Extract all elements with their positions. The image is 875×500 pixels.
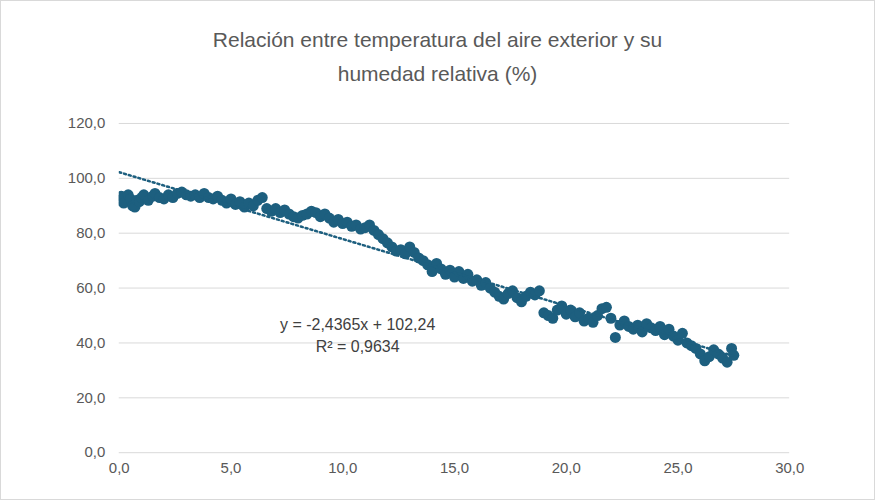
svg-text:10,0: 10,0 [328,459,357,476]
svg-text:5,0: 5,0 [221,459,242,476]
svg-text:0,0: 0,0 [109,459,130,476]
svg-text:100,0: 100,0 [68,169,105,186]
svg-text:80,0: 80,0 [76,224,105,241]
svg-text:0,0: 0,0 [84,443,105,460]
svg-text:60,0: 60,0 [76,279,105,296]
svg-text:40,0: 40,0 [76,334,105,351]
svg-text:20,0: 20,0 [76,389,105,406]
svg-text:20,0: 20,0 [552,459,581,476]
svg-text:y = -2,4365x + 102,24R² = 0,96: y = -2,4365x + 102,24R² = 0,9634 [280,316,435,355]
html-text:Relación entre temperatura del: Relación entre temperatura del aire exte… [212,28,663,85]
svg-text:15,0: 15,0 [440,459,469,476]
svg-text:25,0: 25,0 [663,459,692,476]
svg-text:30,0: 30,0 [775,459,804,476]
svg-text:120,0: 120,0 [68,114,105,131]
